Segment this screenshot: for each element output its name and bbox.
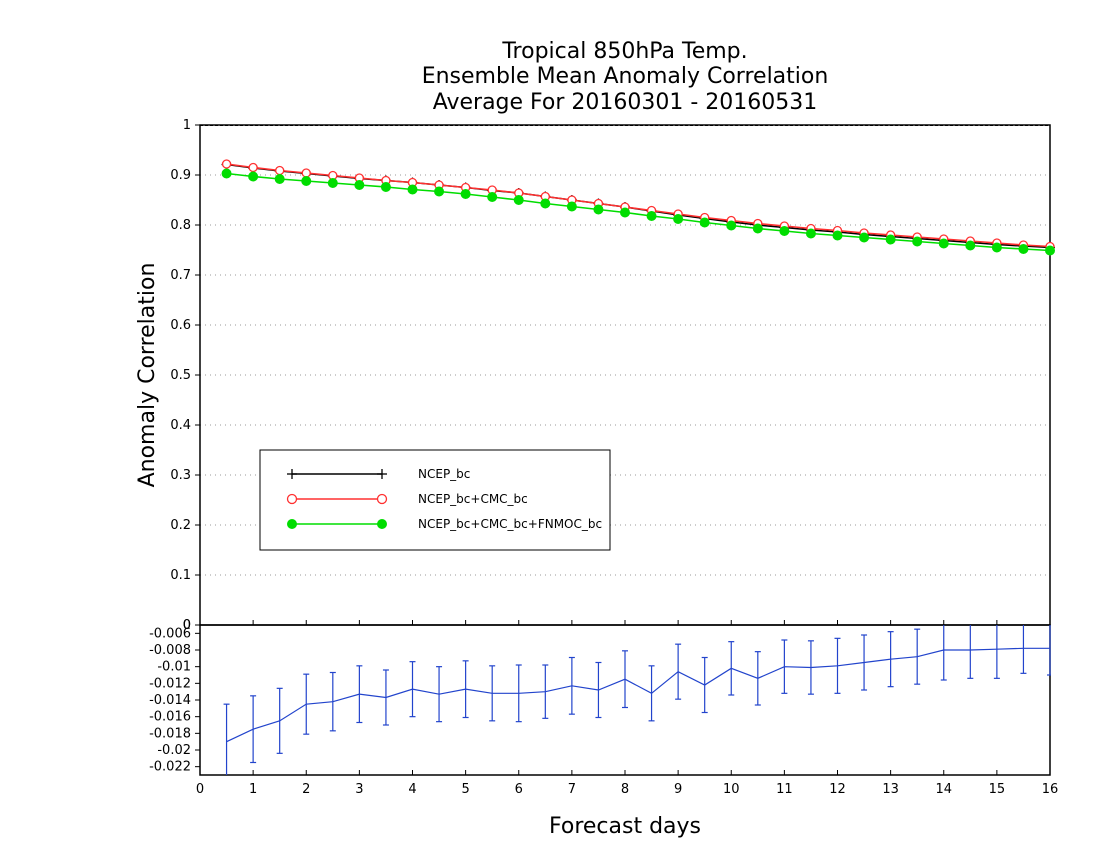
diff-y-tick-label: -0.012 xyxy=(149,676,191,691)
x-tick-label: 6 xyxy=(515,782,523,797)
chart-title: Tropical 850hPa Temp. Ensemble Mean Anom… xyxy=(422,39,829,115)
series-2-point xyxy=(805,228,816,239)
diff-y-tick-label: -0.006 xyxy=(149,626,191,641)
title-line-3: Average For 20160301 - 20160531 xyxy=(433,90,818,115)
series-2-point xyxy=(301,176,312,186)
zero-line-label: 0 xyxy=(183,618,191,633)
series-1-point xyxy=(221,159,232,169)
series-2-point xyxy=(593,204,604,215)
series-2-point xyxy=(832,230,843,241)
series-2-point xyxy=(965,240,976,251)
x-axis-title: Forecast days xyxy=(549,814,701,839)
series-2-point xyxy=(407,184,418,195)
series-2-point xyxy=(991,242,1002,253)
x-tick-label: 2 xyxy=(302,782,310,797)
x-tick-label: 8 xyxy=(621,782,629,797)
series-2-point xyxy=(1018,244,1029,254)
diff-y-tick-label: -0.018 xyxy=(149,726,191,741)
legend-marker-2 xyxy=(287,519,297,529)
series-2-point xyxy=(487,192,498,202)
diff-y-tick-label: -0.014 xyxy=(149,693,191,708)
series-2-point xyxy=(354,180,365,190)
difference-panel: -0.006 -0.008 -0.01-0.012 -0.014 -0.016-0.01… xyxy=(149,624,1059,797)
legend-marker-1 xyxy=(286,493,298,505)
diff-y-tick-label: -0.01 xyxy=(157,660,191,675)
main-y-tick-label: 0.9 xyxy=(170,168,191,183)
x-tick-label: 9 xyxy=(674,782,682,797)
diff-y-tick-label: -0.016 xyxy=(149,710,191,725)
main-y-tick-label: 1 xyxy=(183,118,191,133)
series-2-point xyxy=(434,186,445,197)
series-2-point xyxy=(380,182,391,192)
x-tick-label: 4 xyxy=(408,782,416,797)
series-1-point xyxy=(248,162,258,173)
diff-series-line xyxy=(226,647,1050,743)
series-2-point xyxy=(673,214,684,224)
x-tick-label: 12 xyxy=(829,782,846,797)
title-line-2: Ensemble Mean Anomaly Correlation xyxy=(422,64,829,89)
series-2-point xyxy=(752,223,763,234)
legend-label-0: NCEP_bc xyxy=(418,467,470,481)
series-2-point xyxy=(646,211,657,221)
series-2-point xyxy=(779,226,790,236)
x-tick-label: 11 xyxy=(776,782,793,797)
legend-marker-2 xyxy=(377,519,387,529)
diff-y-tick-label: -0.022 xyxy=(149,760,191,775)
series-2-point xyxy=(540,198,551,209)
series-2-point xyxy=(566,201,577,212)
series-2-point xyxy=(274,174,285,184)
main-y-tick-label: 0.7 xyxy=(170,268,191,283)
x-tick-label: 1 xyxy=(249,782,257,797)
series-2-point xyxy=(938,238,949,249)
series-1-point xyxy=(275,165,285,176)
legend-box xyxy=(259,449,611,551)
x-tick-label: 5 xyxy=(461,782,469,797)
x-tick-label: 3 xyxy=(355,782,363,797)
main-panel: 00.10.20.30.40.50.60.70.80.910 xyxy=(170,118,1055,633)
x-tick-label: 14 xyxy=(935,782,952,797)
main-y-tick-label: 0.5 xyxy=(170,368,191,383)
legend-label-1: NCEP_bc+CMC_bc xyxy=(418,492,528,506)
series-2-point xyxy=(513,195,524,205)
series-1-point xyxy=(301,168,311,178)
main-y-tick-label: 0.1 xyxy=(170,568,191,583)
legend: NCEP_bc NCEP_bc+CMC_bc NCEP_bc+CMC_bc+FNMO… xyxy=(259,449,611,551)
main-y-tick-label: 0.3 xyxy=(170,468,191,483)
main-y-tick-label: 0.6 xyxy=(170,318,191,333)
main-y-tick-label: 0.4 xyxy=(170,418,191,433)
legend-label-2: NCEP_bc+CMC_bc+FNMOC_bc xyxy=(418,517,602,531)
diff-y-tick-label: -0.02 xyxy=(157,743,191,758)
legend-marker-1 xyxy=(376,493,388,505)
series-2-point xyxy=(221,168,232,179)
series-2-point xyxy=(912,236,923,247)
main-y-tick-label: 0.8 xyxy=(170,218,191,233)
x-tick-label: 16 xyxy=(1042,782,1059,797)
series-2-point xyxy=(1045,245,1055,256)
series-2-point xyxy=(859,232,870,243)
series-2-point xyxy=(248,171,259,182)
x-tick-label: 7 xyxy=(568,782,576,797)
y-axis-title: Anomaly Correlation xyxy=(135,263,160,488)
series-2-point xyxy=(327,178,338,188)
series-2-point xyxy=(885,234,896,245)
x-tick-label: 13 xyxy=(882,782,899,797)
title-line-1: Tropical 850hPa Temp. xyxy=(501,39,747,64)
x-tick-label: 0 xyxy=(196,782,204,797)
series-2-point xyxy=(699,217,710,228)
main-y-tick-label: 0 xyxy=(183,618,191,633)
diff-y-tick-label: -0.008 xyxy=(149,643,191,658)
series-line-1 xyxy=(226,163,1051,248)
x-tick-label: 10 xyxy=(723,782,740,797)
series-2-point xyxy=(726,220,737,231)
x-tick-label: 15 xyxy=(989,782,1006,797)
main-y-tick-label: 0.2 xyxy=(170,518,191,533)
series-2-point xyxy=(460,189,471,199)
diff-series-group xyxy=(223,625,1051,775)
series-2-point xyxy=(620,207,630,218)
